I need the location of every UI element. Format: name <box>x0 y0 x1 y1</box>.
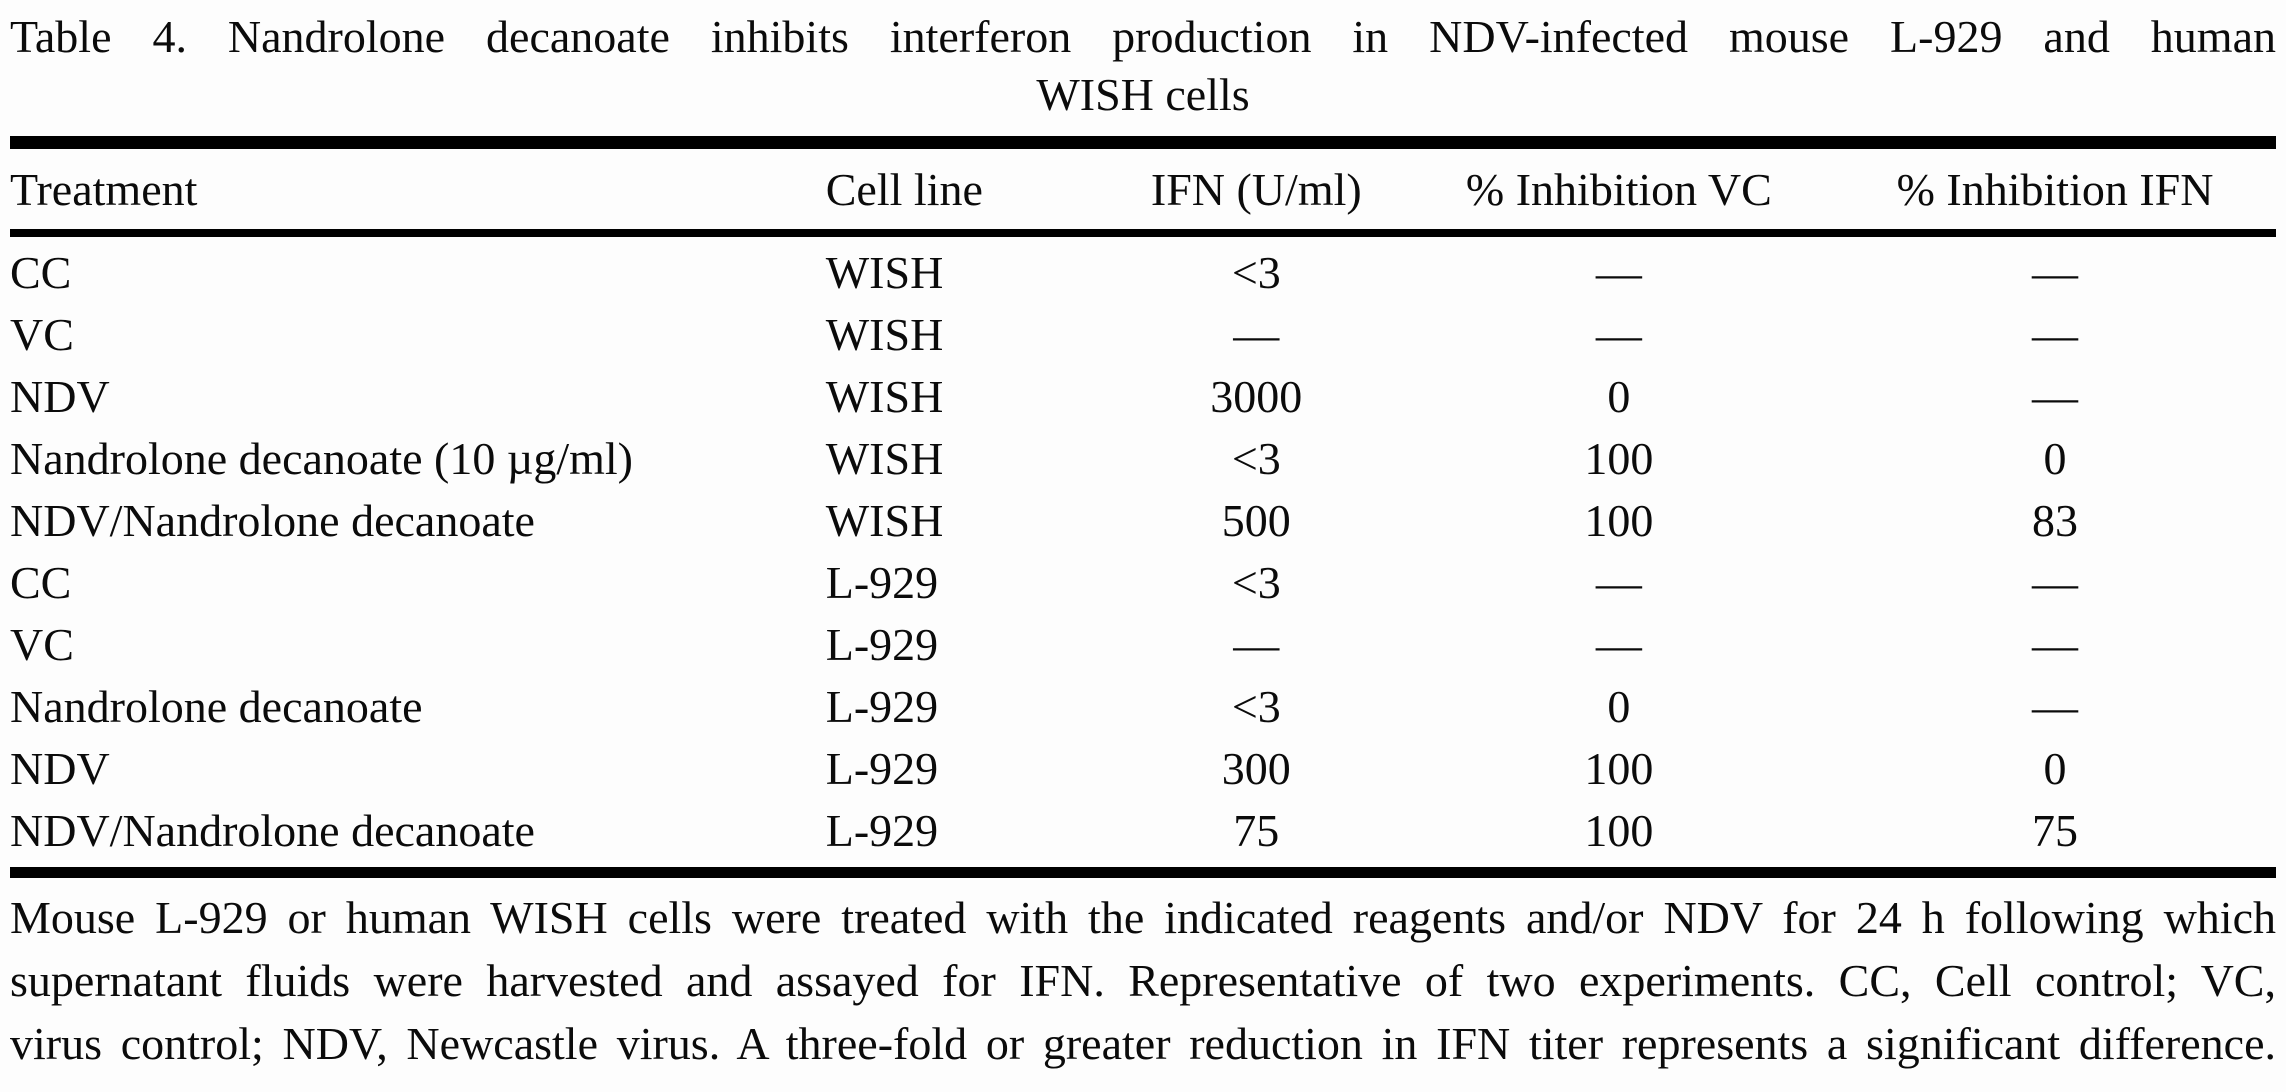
cell-treatment: CC <box>10 246 72 298</box>
footnote-line: supernatant fluids were harvested and as… <box>10 955 2276 1006</box>
table-row: NDV L-929 300 100 0 <box>10 737 2276 799</box>
cell-inhibition-vc: 100 <box>1584 742 1654 794</box>
cell-inhibition-vc: — <box>1595 618 1642 670</box>
cell-inhibition-ifn: 83 <box>2032 494 2079 546</box>
table-row: Nandrolone decanoate (10 µg/ml) WISH <3 … <box>10 427 2276 489</box>
table-row: CC WISH <3 — — <box>10 241 2276 303</box>
header-cell-inhibition-ifn: % Inhibition IFN <box>1896 163 2214 215</box>
table-row: NDV WISH 3000 0 — <box>10 365 2276 427</box>
cell-ifn: 75 <box>1233 804 1280 856</box>
cell-ifn: — <box>1233 308 1280 360</box>
cell-ifn: <3 <box>1231 432 1281 484</box>
cell-treatment: NDV <box>10 370 110 422</box>
cell-treatment: CC <box>10 556 72 608</box>
cell-cell-line: WISH <box>825 370 944 422</box>
cell-treatment: NDV/Nandrolone decanoate <box>10 494 535 546</box>
table-row: NDV/Nandrolone decanoate L-929 75 100 75 <box>10 799 2276 861</box>
cell-inhibition-vc: 0 <box>1607 370 1631 422</box>
cell-ifn: — <box>1233 618 1280 670</box>
header-cell-cell-line: Cell line <box>825 163 983 215</box>
cell-inhibition-ifn: 75 <box>2032 804 2079 856</box>
cell-inhibition-ifn: 0 <box>2043 432 2067 484</box>
cell-ifn: <3 <box>1231 246 1281 298</box>
cell-ifn: <3 <box>1231 556 1281 608</box>
cell-cell-line: L-929 <box>825 680 939 732</box>
cell-inhibition-vc: 100 <box>1584 432 1654 484</box>
cell-inhibition-vc: 0 <box>1607 680 1631 732</box>
cell-treatment: Nandrolone decanoate <box>10 680 423 732</box>
table-header-rule <box>10 229 2276 237</box>
table-caption-line2: WISH cells <box>1036 69 1250 120</box>
table-row: VC L-929 — — — <box>10 613 2276 675</box>
table-top-rule <box>10 136 2276 149</box>
cell-inhibition-ifn: — <box>2032 618 2079 670</box>
table-caption: Table 4. Nandrolone decanoate inhibits i… <box>10 8 2276 124</box>
table-row: Nandrolone decanoate L-929 <3 0 — <box>10 675 2276 737</box>
cell-inhibition-vc: 100 <box>1584 804 1654 856</box>
table-bottom-rule <box>10 867 2276 878</box>
cell-inhibition-ifn: — <box>2032 680 2079 732</box>
table-header-row: Treatment Cell line IFN (U/ml) % Inhibit… <box>10 149 2276 229</box>
table-footnote: Mouse L-929 or human WISH cells were tre… <box>10 886 2276 1075</box>
cell-cell-line: L-929 <box>825 742 939 794</box>
cell-ifn: 3000 <box>1210 370 1303 422</box>
cell-cell-line: WISH <box>825 246 944 298</box>
cell-inhibition-ifn: — <box>2032 556 2079 608</box>
cell-treatment: NDV/Nandrolone decanoate <box>10 804 535 856</box>
cell-cell-line: L-929 <box>825 556 939 608</box>
header-cell-treatment: Treatment <box>10 163 198 215</box>
footnote-line: virus control; NDV, Newcastle virus. A t… <box>10 1018 2276 1069</box>
cell-inhibition-vc: — <box>1595 556 1642 608</box>
table-row: CC L-929 <3 — — <box>10 551 2276 613</box>
header-cell-ifn: IFN (U/ml) <box>1150 163 1362 215</box>
cell-ifn: 300 <box>1221 742 1291 794</box>
cell-inhibition-ifn: — <box>2032 246 2079 298</box>
table-row: NDV/Nandrolone decanoate WISH 500 100 83 <box>10 489 2276 551</box>
cell-inhibition-vc: — <box>1595 308 1642 360</box>
cell-ifn: <3 <box>1231 680 1281 732</box>
cell-cell-line: WISH <box>825 432 944 484</box>
cell-inhibition-ifn: — <box>2032 370 2079 422</box>
cell-inhibition-ifn: 0 <box>2043 742 2067 794</box>
table-body: CC WISH <3 — — VC WISH — — — NDV WISH 30… <box>10 237 2276 861</box>
cell-cell-line: L-929 <box>825 618 939 670</box>
cell-cell-line: WISH <box>825 494 944 546</box>
cell-inhibition-vc: 100 <box>1584 494 1654 546</box>
table-row: VC WISH — — — <box>10 303 2276 365</box>
cell-ifn: 500 <box>1221 494 1291 546</box>
footnote-line: Mouse L-929 or human WISH cells were tre… <box>10 892 2276 943</box>
cell-cell-line: WISH <box>825 308 944 360</box>
cell-treatment: NDV <box>10 742 110 794</box>
cell-inhibition-ifn: — <box>2032 308 2079 360</box>
cell-treatment: VC <box>10 618 74 670</box>
cell-inhibition-vc: — <box>1595 246 1642 298</box>
header-cell-inhibition-vc: % Inhibition VC <box>1465 163 1772 215</box>
cell-cell-line: L-929 <box>825 804 939 856</box>
cell-treatment: VC <box>10 308 74 360</box>
cell-treatment: Nandrolone decanoate (10 µg/ml) <box>10 432 633 484</box>
table-caption-line1: Table 4. Nandrolone decanoate inhibits i… <box>10 11 2276 62</box>
